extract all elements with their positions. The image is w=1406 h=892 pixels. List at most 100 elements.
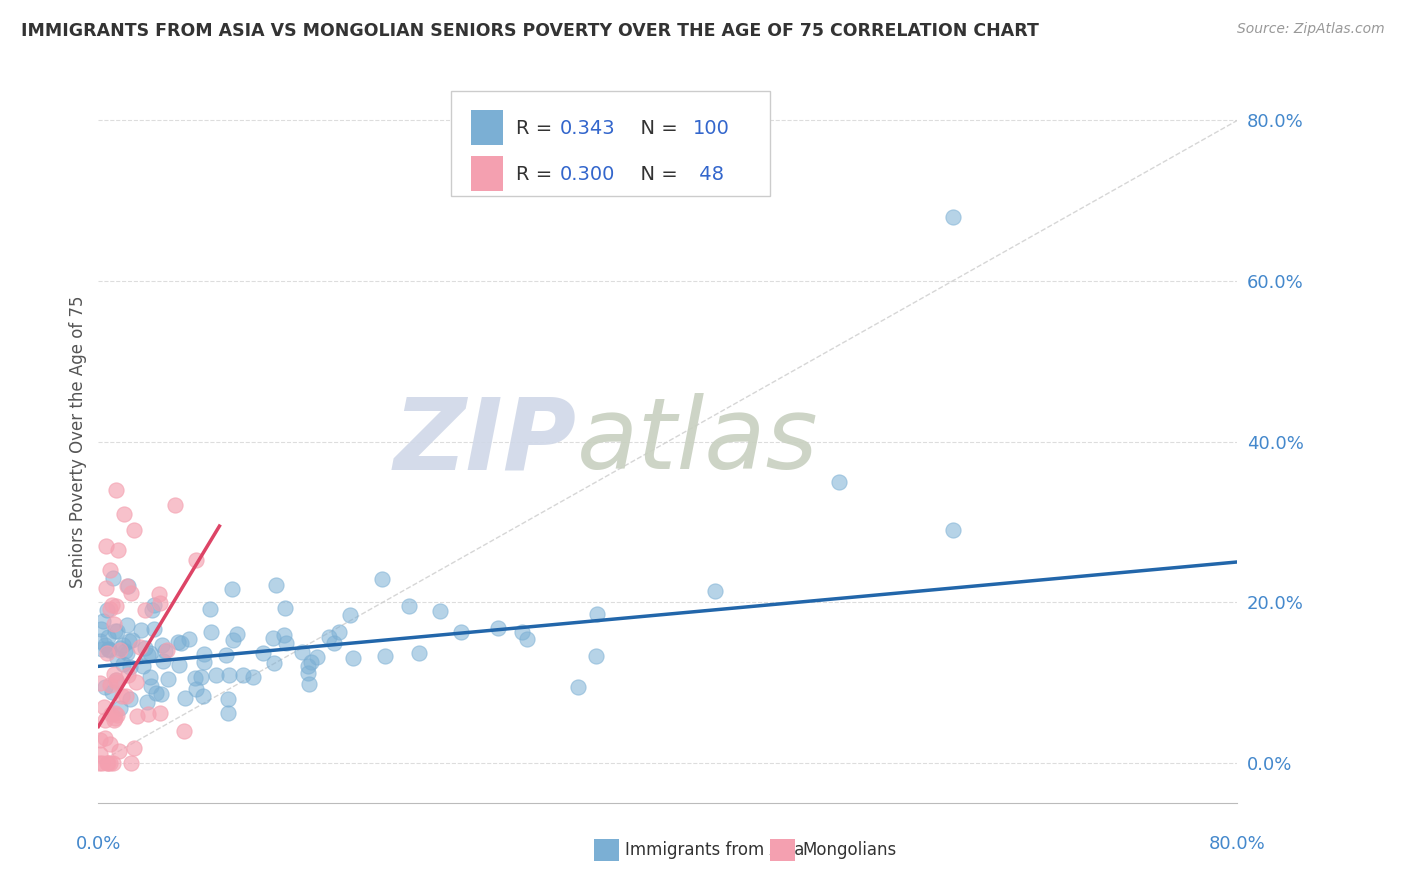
Point [134,602,156,616]
Point [127,709,149,723]
Point [90,622,112,636]
Point [91,756,114,770]
Text: ZIP: ZIP [394,393,576,490]
Point [103,667,125,681]
Point [370,572,392,586]
Point [103,756,125,770]
Point [115,579,138,593]
Text: Source: ZipAtlas.com: Source: ZipAtlas.com [1237,22,1385,37]
Point [204,667,226,681]
Bar [770,838,796,861]
Point [117,618,139,632]
Point [217,692,239,706]
Text: 80.0%: 80.0% [1209,835,1265,854]
Point [398,599,420,614]
Point [89,634,111,648]
Point [107,708,129,723]
Point [108,701,131,715]
Point [232,668,254,682]
Point [200,624,222,639]
Point [122,523,145,537]
Text: R =: R = [516,120,558,138]
Text: 0.0%: 0.0% [76,835,121,854]
Point [97,642,120,657]
Point [173,723,195,738]
Point [139,670,162,684]
Point [184,682,207,697]
Point [94,681,117,695]
Point [111,638,134,652]
Point [193,647,215,661]
Text: IMMIGRANTS FROM ASIA VS MONGOLIAN SENIORS POVERTY OVER THE AGE OF 75 CORRELATION: IMMIGRANTS FROM ASIA VS MONGOLIAN SENIOR… [21,22,1039,40]
Point [97,630,120,644]
Point [186,553,208,567]
Point [139,646,162,660]
Point [122,741,145,756]
Point [104,673,127,687]
Point [103,713,125,727]
Point [198,601,221,615]
Point [143,598,166,612]
Point [108,642,131,657]
Bar [471,110,503,145]
Point [129,640,152,655]
Point [262,632,284,646]
Point [101,598,124,612]
Point [141,602,163,616]
Point [98,563,121,577]
Text: Immigrants from Asia: Immigrants from Asia [624,841,804,859]
Point [215,648,238,662]
Point [105,651,128,665]
Point [704,584,727,599]
Point [299,655,322,669]
Point [98,756,121,770]
Point [145,686,167,700]
Point [94,731,117,745]
Point [132,658,155,673]
Point [105,624,128,638]
Point [298,677,321,691]
Point [114,644,136,658]
Point [155,644,177,658]
Point [125,675,148,690]
Point [103,617,125,632]
Point [118,634,141,648]
Point [101,571,124,585]
Point [104,706,127,720]
Point [274,635,297,649]
Point [273,627,295,641]
Point [96,647,118,661]
Point [89,733,111,747]
Point [134,640,156,655]
Text: N =: N = [628,165,683,185]
Point [129,623,152,637]
Point [100,684,122,698]
Point [115,646,138,660]
Point [516,632,538,646]
Point [221,582,243,596]
Point [98,678,121,692]
Point [115,690,138,704]
Text: 0.300: 0.300 [560,165,614,185]
Point [93,700,115,714]
Bar [471,156,503,191]
Point [104,599,127,613]
Text: atlas: atlas [576,393,818,490]
Point [100,706,122,721]
Point [111,689,134,703]
Text: N =: N = [628,120,683,138]
Point [111,657,134,671]
Point [136,648,159,662]
Point [150,638,173,652]
Point [89,676,111,690]
Point [93,614,115,628]
Point [105,675,128,690]
Point [179,632,201,646]
Point [89,747,111,761]
Point [93,713,115,727]
Point [297,659,319,673]
Point [94,539,117,553]
Point [193,655,215,669]
Point [98,643,121,657]
Text: 0.343: 0.343 [560,120,616,138]
